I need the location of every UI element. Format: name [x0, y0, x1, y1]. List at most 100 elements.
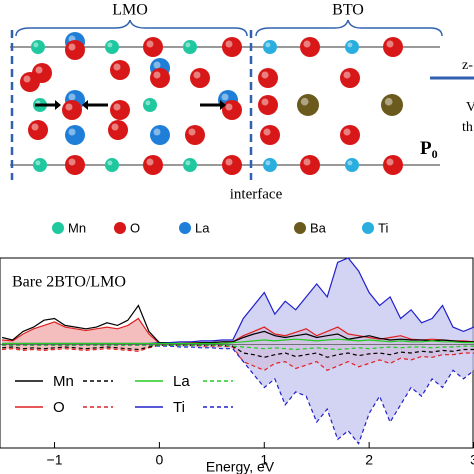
legend-box — [8, 368, 240, 420]
atom — [340, 125, 360, 145]
atom — [105, 40, 119, 54]
plot-title: Bare 2BTO/LMO — [12, 274, 126, 291]
atom-highlight — [107, 160, 113, 166]
dos-area — [2, 258, 474, 345]
atom-highlight — [347, 160, 353, 166]
atom — [65, 125, 85, 145]
atom-highlight — [153, 61, 161, 69]
brace — [15, 19, 248, 37]
legend-atom — [362, 222, 374, 234]
legend-label: O — [130, 220, 140, 235]
atom-highlight — [303, 40, 311, 48]
atom-highlight — [221, 93, 229, 101]
atom — [222, 37, 242, 57]
atom-highlight — [193, 71, 201, 79]
legend: Mn La O Ti — [15, 373, 233, 416]
side-text: z- — [462, 58, 473, 73]
atom — [258, 68, 278, 88]
atom-highlight — [23, 75, 31, 83]
arrow-head — [220, 100, 226, 110]
atom — [190, 68, 210, 88]
atom-highlight — [33, 42, 39, 48]
legend-atom — [52, 222, 64, 234]
atom — [297, 94, 319, 116]
atom-highlight — [265, 160, 271, 166]
atom — [143, 98, 157, 112]
atom-highlight — [188, 128, 196, 136]
x-tick-label: 1 — [260, 452, 268, 468]
atom-highlight — [146, 40, 154, 48]
atom-highlight — [145, 100, 151, 106]
atom-highlight — [68, 128, 76, 136]
legend-atom — [179, 222, 191, 234]
bto-label: BTO — [332, 2, 364, 19]
x-tick-label: 0 — [155, 452, 163, 468]
atom-highlight — [68, 93, 76, 101]
legend-label: Mn — [53, 373, 74, 390]
atom — [65, 155, 85, 175]
atom-highlight — [225, 40, 233, 48]
atom — [345, 158, 359, 172]
atom-highlight — [384, 97, 393, 106]
atom — [150, 125, 170, 145]
legend-label: Mn — [68, 220, 86, 235]
atom — [108, 120, 128, 140]
atom — [110, 60, 130, 80]
atom-highlight — [35, 66, 43, 74]
polarization-sub: 0 — [432, 147, 438, 161]
atom-highlight — [303, 158, 311, 166]
atom-highlight — [68, 158, 76, 166]
atom — [185, 125, 205, 145]
atom-highlight — [113, 103, 121, 111]
dos-area — [2, 344, 474, 444]
atom — [383, 37, 403, 57]
x-tick-label: −1 — [47, 452, 63, 468]
dos-line — [1, 304, 474, 345]
plot: −1 0 1 2 3 — [0, 257, 474, 468]
atom-highlight — [146, 158, 154, 166]
atom-highlight — [263, 128, 271, 136]
atom-highlight — [261, 98, 269, 106]
atom — [345, 40, 359, 54]
atom — [222, 100, 242, 120]
atom — [222, 155, 242, 175]
atom-highlight — [107, 42, 113, 48]
atom-highlight — [153, 71, 161, 79]
dos-line — [2, 317, 474, 345]
atom — [263, 158, 277, 172]
atom — [381, 94, 403, 116]
atom — [65, 40, 85, 60]
dos-line — [2, 344, 474, 358]
side-text: th — [462, 120, 473, 135]
atom-highlight — [343, 128, 351, 136]
atom — [258, 95, 278, 115]
arrow-head — [82, 100, 88, 110]
atom-highlight — [31, 123, 39, 131]
polarization-main: P — [420, 138, 432, 159]
legend-atom — [294, 222, 306, 234]
x-tick-label: 2 — [365, 452, 373, 468]
legend-label: La — [173, 373, 190, 390]
arrow-head — [55, 100, 61, 110]
atom-highlight — [265, 42, 271, 48]
dos-line — [2, 338, 474, 345]
atom-highlight — [343, 71, 351, 79]
x-tick-label: 3 — [470, 452, 474, 468]
legend-label: Ti — [378, 220, 388, 235]
atom — [105, 158, 119, 172]
legend-label: Ba — [310, 220, 327, 235]
atom-highlight — [225, 103, 233, 111]
atom — [62, 100, 82, 120]
brace — [255, 19, 443, 37]
atom-legend: Mn O La Ba Ti — [52, 220, 388, 235]
atom — [300, 37, 320, 57]
legend-label: La — [195, 220, 210, 235]
atom — [383, 155, 403, 175]
atoms — [20, 32, 403, 175]
atom — [150, 68, 170, 88]
atom-highlight — [386, 158, 394, 166]
atom — [263, 40, 277, 54]
atom-highlight — [225, 158, 233, 166]
atom — [110, 100, 130, 120]
